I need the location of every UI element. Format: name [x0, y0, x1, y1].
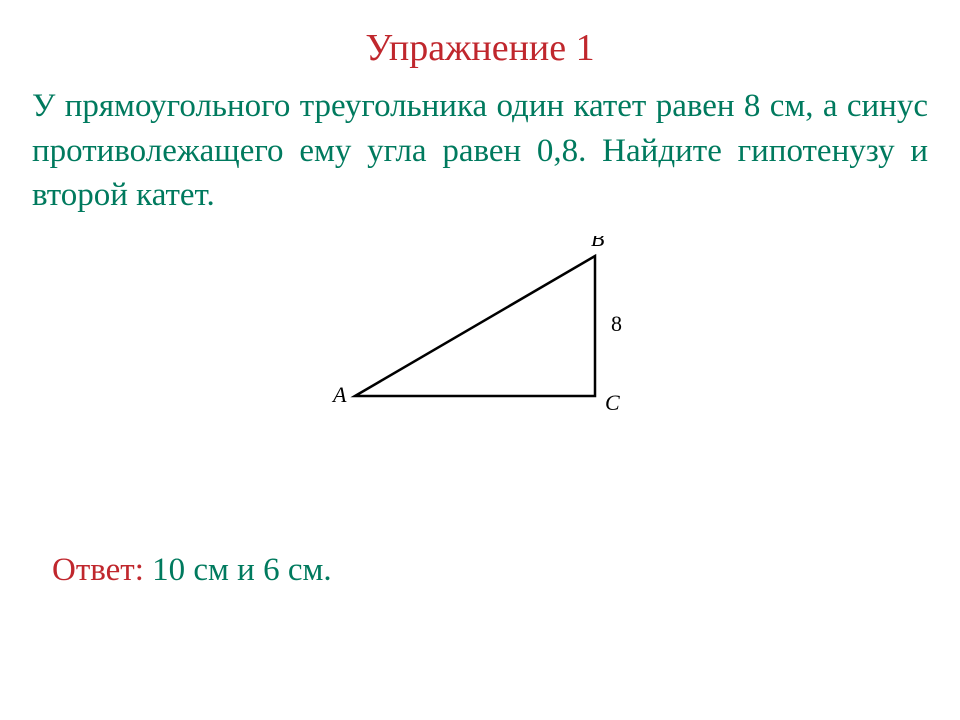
vertex-label-b: B	[591, 236, 604, 251]
vertex-label-a: A	[331, 382, 347, 407]
triangle-figure: A B C 8	[315, 236, 645, 436]
exercise-title: Упражнение 1	[30, 26, 930, 70]
answer-line: Ответ: 10 см и 6 см.	[52, 552, 332, 589]
vertex-label-c: C	[605, 390, 620, 415]
title-text: Упражнение 1	[365, 27, 594, 69]
answer-value: 10 см и 6 см.	[144, 552, 332, 588]
side-label-8: 8	[611, 311, 622, 336]
figure-container: A B C 8	[30, 236, 930, 441]
triangle-polygon	[355, 256, 595, 396]
problem-statement: У прямоугольного треугольника один катет…	[32, 84, 928, 218]
slide: Упражнение 1 У прямоугольного треугольни…	[0, 0, 960, 720]
answer-label: Ответ:	[52, 552, 144, 588]
problem-text: У прямоугольного треугольника один катет…	[32, 88, 928, 213]
